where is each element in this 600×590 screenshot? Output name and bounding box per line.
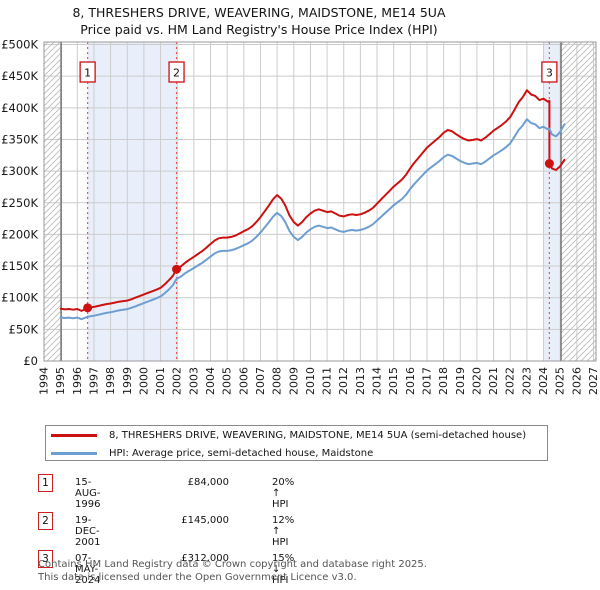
sale-price-dot [83,303,93,313]
transaction-date: 19-DEC-2001 [75,515,101,548]
x-axis-tick-label: 2008 [271,367,284,395]
transaction-price: £312,000 [181,553,229,564]
transaction-price: £145,000 [181,515,229,526]
legend-swatch-property-line [51,434,97,437]
x-axis-tick-label: 1998 [104,367,117,395]
hpi-average-maidstone-semi-detached-line [59,118,566,321]
y-axis-tick-label: £400K [1,101,38,115]
marker-number-box [79,61,96,83]
no-data-hatch [44,42,62,361]
x-axis-tick-label: 2018 [437,367,450,395]
x-axis-tick-label: 2024 [537,367,550,395]
y-axis-tick-label: £0 [23,354,38,368]
x-axis-tick-label: 2007 [254,367,267,395]
y-axis-tick-label: £100K [1,291,38,305]
x-axis-tick-label: 1995 [54,367,67,395]
transaction-hpi-delta: 20% ↑ HPI [272,477,295,510]
transaction-date: 07-MAY-2024 [75,553,101,586]
x-axis-tick-label: 2011 [321,367,334,395]
marker-number: 1 [84,67,91,80]
license-note: Contains HM Land Registry data © Crown c… [38,559,427,584]
y-axis-tick-label: £500K [1,38,38,52]
marker-number-box [168,61,185,83]
x-axis-tick-label: 2019 [454,367,467,395]
x-axis-tick-label: 2005 [221,367,234,395]
x-axis-tick-label: 2000 [137,367,150,395]
transaction-marker-badge: 3 [38,550,53,568]
y-axis-tick-label: £50K [9,322,39,336]
marker-number: 2 [173,67,180,80]
x-axis-tick-label: 2002 [171,367,184,395]
x-axis-tick-label: 2009 [287,367,300,395]
page-title: 8, THRESHERS DRIVE, WEAVERING, MAIDSTONE… [72,5,446,20]
transaction-marker-badge: 2 [38,512,53,530]
transaction-hpi-delta: 12% ↑ HPI [272,515,295,548]
legend-row-hpi: HPI: Average price, semi-detached house,… [46,445,547,462]
legend-label-hpi: HPI: Average price, semi-detached house,… [109,448,374,459]
transaction-marker-badge: 1 [38,474,53,492]
x-axis-tick-label: 2010 [304,367,317,395]
chart-header: 8, THRESHERS DRIVE, WEAVERING, MAIDSTONE… [0,4,518,38]
price-paid-hpi-adjusted-line [59,89,566,312]
no-data-hatch [561,42,596,361]
x-axis-tick-label: 2012 [337,367,350,395]
x-axis-tick-label: 2014 [371,367,384,395]
x-axis-tick-label: 2016 [404,367,417,395]
y-axis-tick-label: £300K [1,164,38,178]
y-axis-tick-label: £150K [1,259,38,273]
price-chart-svg: 1 2 3 £0 £50K £100K £150K £200K £250K £300K £350K £… [1,38,600,395]
sale-price-dot [172,264,182,274]
x-axis-tick-label: 2025 [554,367,567,395]
x-axis-tick-label: 2013 [354,367,367,395]
legend-row-property: 8, THRESHERS DRIVE, WEAVERING, MAIDSTONE… [46,427,547,444]
x-axis-tick-label: 2004 [204,367,217,395]
x-axis-tick-label: 2015 [387,367,400,395]
y-axis-tick-label: £250K [1,196,38,210]
x-axis-tick-label: 1996 [71,367,84,395]
x-axis-tick-label: 2027 [587,367,600,395]
x-axis-tick-label: 1994 [38,367,51,395]
license-line-1: Contains HM Land Registry data © Crown c… [38,559,427,570]
transaction-hpi-delta: 15% ↓ HPI [272,553,295,586]
sale-price-dot [544,159,554,169]
license-line-2: This data is licensed under the Open Gov… [38,571,357,583]
x-axis-tick-label: 2017 [420,367,433,395]
y-axis-tick-label: £350K [1,132,38,146]
x-axis-tick-label: 2023 [520,367,533,395]
x-axis-tick-label: 1997 [87,367,100,395]
marker-number: 3 [546,67,553,80]
x-axis-tick-label: 2003 [187,367,200,395]
chart-legend: 8, THRESHERS DRIVE, WEAVERING, MAIDSTONE… [45,425,548,461]
x-axis-tick-label: 1999 [121,367,134,395]
x-axis-tick-label: 2022 [504,367,517,395]
x-axis-tick-label: 2006 [237,367,250,395]
transaction-date: 15-AUG-1996 [75,477,101,510]
ownership-band [544,42,562,361]
legend-swatch-hpi-line [51,452,97,455]
y-axis-tick-label: £450K [1,69,38,83]
x-axis-tick-label: 2021 [487,367,500,395]
marker-number-box [541,61,558,83]
page-subtitle: Price paid vs. HM Land Registry's House … [80,22,438,37]
x-axis-tick-label: 2001 [154,367,167,395]
legend-label-property: 8, THRESHERS DRIVE, WEAVERING, MAIDSTONE… [109,430,527,441]
transaction-price: £84,000 [187,477,229,488]
x-axis-tick-label: 2020 [470,367,483,395]
x-axis-tick-label: 2026 [570,367,583,395]
y-axis-tick-label: £200K [1,227,38,241]
